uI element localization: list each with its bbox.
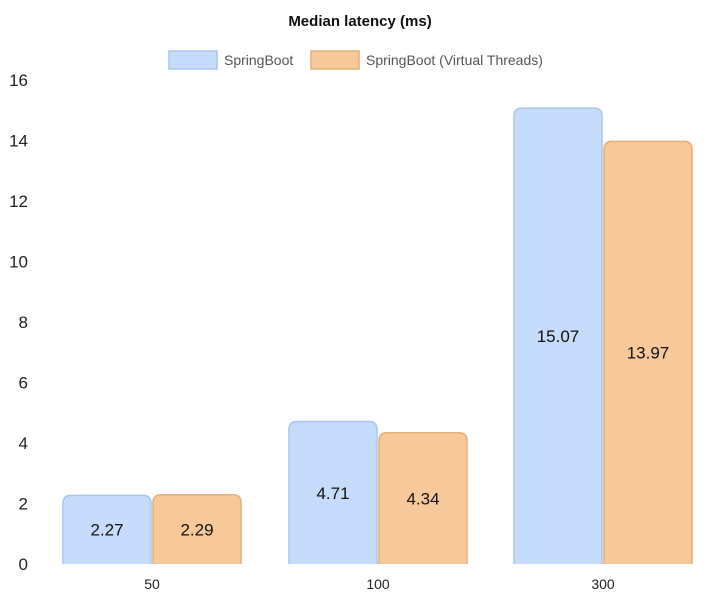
legend: SpringBoot SpringBoot (Virtual Threads)	[168, 50, 543, 70]
bars: 2.27 2.29 4.71 4.34 15.07 13.97	[62, 107, 693, 564]
data-label-series1-50: 2.27	[90, 521, 123, 540]
data-label-series2-300: 13.97	[627, 344, 670, 363]
x-axis: 50 100 300	[144, 576, 615, 592]
y-tick-label: 12	[9, 192, 28, 211]
x-tick-label: 100	[366, 576, 390, 592]
legend-swatch-2	[310, 50, 360, 70]
bar-series2-300	[603, 140, 693, 564]
y-tick-label: 10	[9, 253, 28, 272]
bar-series1-300	[513, 107, 603, 564]
data-label-series2-100: 4.34	[406, 489, 439, 508]
data-label-series1-100: 4.71	[316, 484, 349, 503]
x-tick-label: 300	[591, 576, 615, 592]
y-tick-label: 14	[9, 132, 28, 151]
bar-series1-50	[62, 494, 152, 564]
y-tick-label: 8	[19, 313, 28, 332]
data-label-series2-50: 2.29	[180, 520, 213, 539]
bar-series2-100	[378, 431, 468, 564]
y-tick-label: 16	[9, 71, 28, 90]
x-tick-label: 50	[144, 576, 160, 592]
legend-swatch-1	[168, 50, 218, 70]
y-tick-label: 4	[19, 434, 28, 453]
y-tick-label: 0	[19, 555, 28, 574]
legend-label-1: SpringBoot	[224, 52, 293, 68]
chart-title: Median latency (ms)	[288, 13, 431, 30]
bar-series2-50	[152, 493, 242, 564]
data-label-series1-300: 15.07	[537, 327, 580, 346]
bar-series1-100	[288, 420, 378, 564]
legend-label-2: SpringBoot (Virtual Threads)	[366, 52, 543, 68]
y-tick-label: 2	[19, 495, 28, 514]
y-tick-label: 6	[19, 374, 28, 393]
y-axis: 0 2 4 6 8 10 12 14 16	[9, 71, 28, 574]
